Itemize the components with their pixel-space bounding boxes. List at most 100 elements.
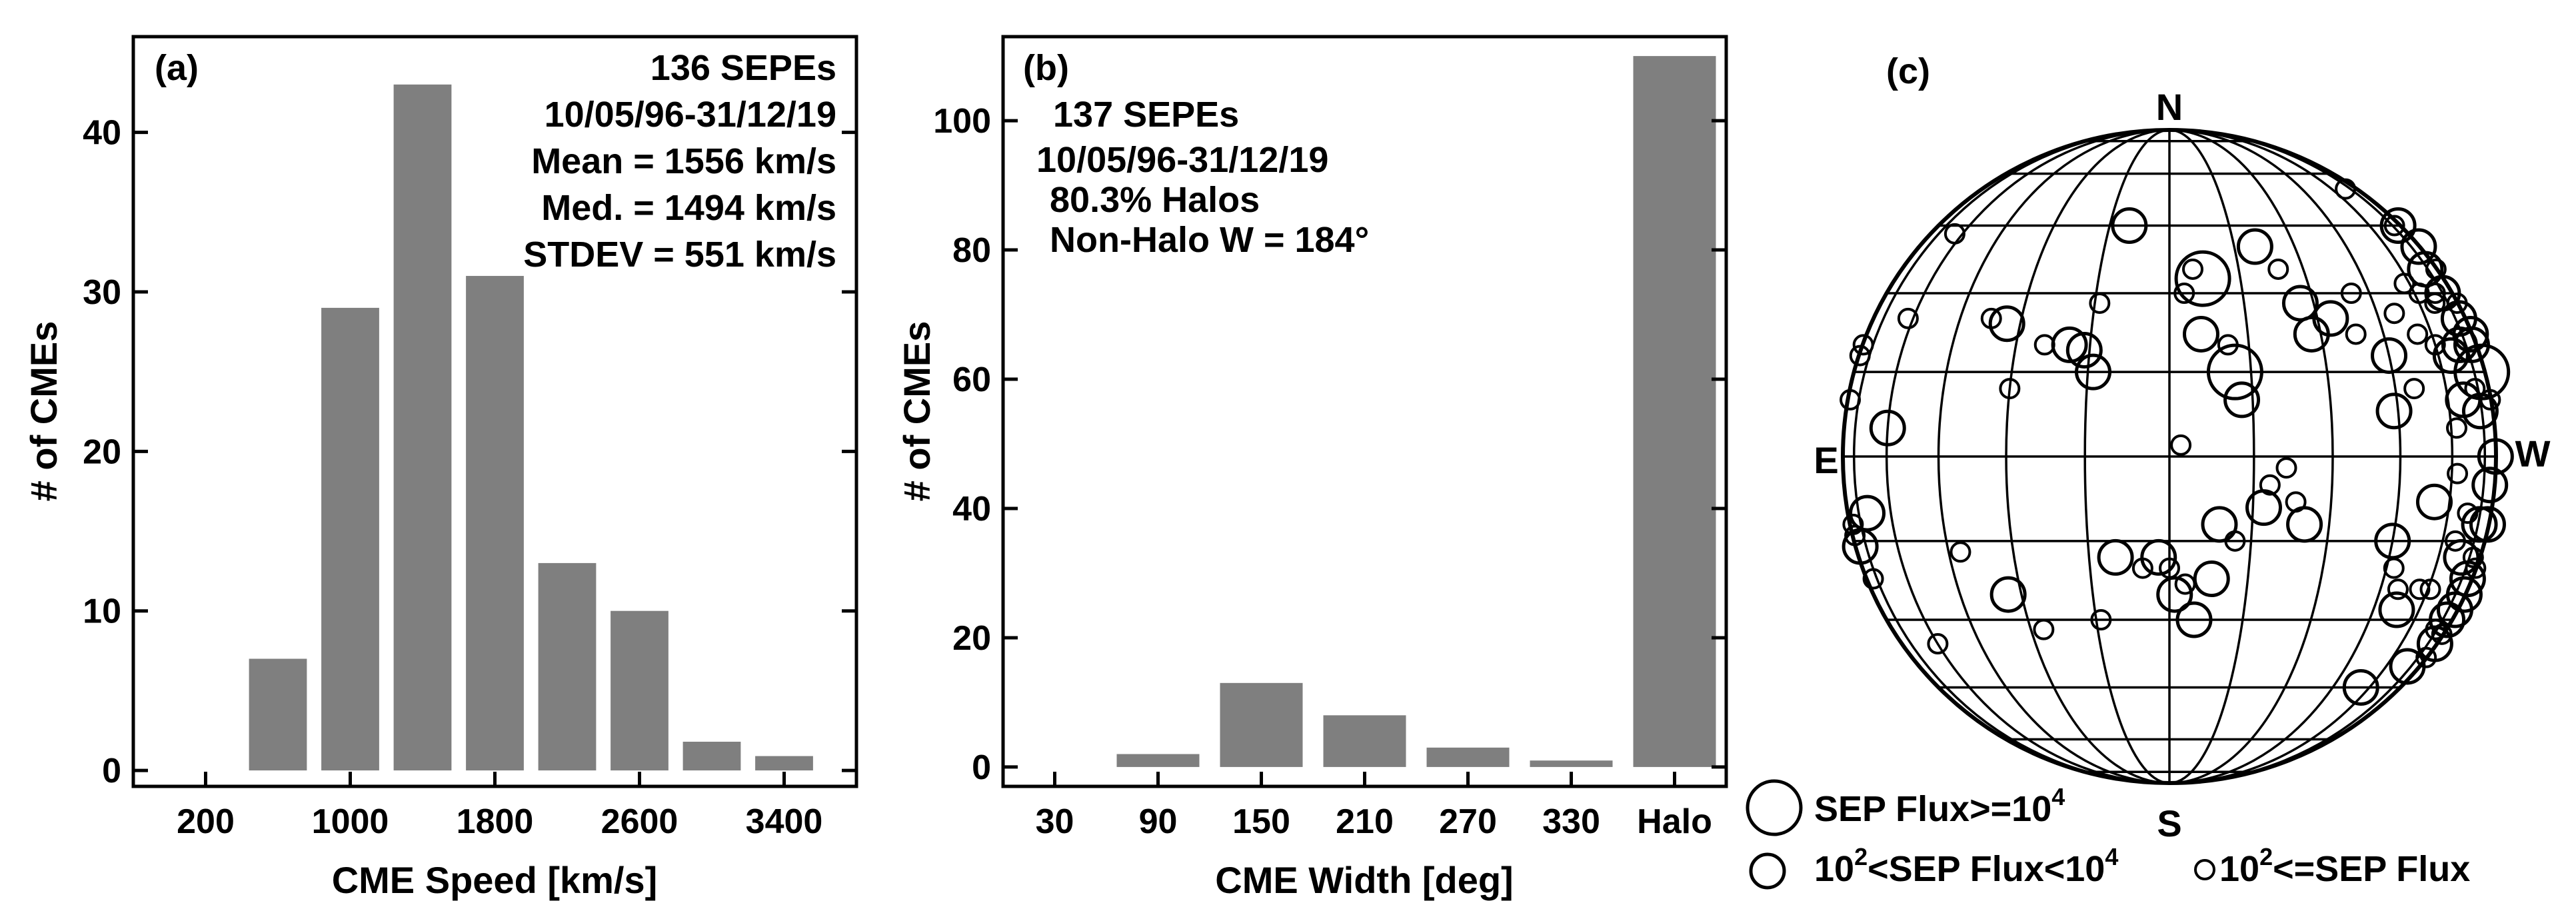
sep-event-marker (2375, 393, 2413, 430)
sep-event-marker (2378, 591, 2415, 628)
sep-event-marker (2173, 283, 2195, 304)
sep-event-marker (2371, 337, 2408, 375)
x-tick-label: 270 (1439, 802, 1497, 841)
panel-b-y-ticks: 0 20 40 60 80 100 (933, 102, 1726, 787)
sep-event-marker (2461, 506, 2498, 543)
x-tick-label: 3400 (746, 802, 823, 841)
panel-a-y-ticks: 0 10 20 30 40 (83, 114, 856, 790)
width-bar (1323, 715, 1406, 767)
legend-medium-mid: <SEP Flux<10 (1868, 849, 2105, 889)
sep-event-marker (2312, 300, 2349, 337)
sep-event-marker (2424, 292, 2446, 314)
sep-event-marker (2383, 215, 2405, 237)
sep-event-marker (2415, 483, 2453, 520)
sep-event-marker (2464, 378, 2486, 400)
sep-event-marker (2446, 292, 2468, 314)
sep-event-marker (1927, 633, 1949, 655)
sep-event-marker (2090, 609, 2112, 630)
sep-event-marker (2465, 557, 2487, 579)
panel-a-annotation-count: 136 SEPEs (650, 48, 836, 88)
sep-event-marker (1949, 541, 1971, 563)
sep-event-marker (2224, 530, 2246, 552)
sep-event-marker (2441, 326, 2478, 363)
width-bar (1116, 754, 1200, 767)
speed-bar (249, 658, 307, 771)
sep-event-marker (2345, 323, 2367, 345)
x-tick-label: 210 (1336, 802, 1394, 841)
y-tick-label: 40 (83, 114, 121, 153)
width-bar (1220, 682, 1303, 767)
sep-event-marker (2236, 228, 2273, 265)
y-tick-label: 80 (952, 231, 991, 270)
x-tick-label: 90 (1139, 802, 1178, 841)
panel-a-annotation-stdev: STDEV = 551 km/s (523, 235, 836, 275)
sep-event-marker (2445, 417, 2467, 439)
sep-event-marker (2431, 623, 2453, 645)
sep-event-marker (2182, 315, 2219, 353)
speed-bar (682, 741, 741, 771)
x-tick-label: 30 (1036, 802, 1074, 841)
width-bar (1530, 760, 1613, 767)
size-legend: SEP Flux>=104 102<SEP Flux<104 102<=SEP … (1746, 779, 2470, 890)
sep-event-marker (2383, 303, 2405, 325)
sep-event-marker (2201, 506, 2238, 543)
sep-event-marker (2403, 378, 2425, 400)
sep-event-marker (2174, 573, 2196, 595)
sep-event-marker (2445, 576, 2483, 613)
sep-event-marker (2400, 228, 2437, 265)
sep-event-marker (1844, 524, 1866, 546)
y-tick-label: 40 (952, 490, 991, 528)
sep-event-marker (2379, 207, 2417, 245)
sep-event-markers (1840, 178, 2514, 706)
x-tick-label: 2600 (601, 802, 678, 841)
sep-event-marker (2407, 323, 2429, 345)
panel-b-annotation-nonhalo-width: Non-Halo W = 184° (1050, 220, 1369, 260)
sep-event-marker (2181, 258, 2203, 280)
sep-event-marker (2111, 207, 2148, 245)
sep-event-marker (2425, 258, 2447, 280)
sep-event-marker (1862, 568, 1884, 590)
legend-medium-exp-1: 2 (1854, 843, 1868, 870)
x-tick-label: 1000 (312, 802, 389, 841)
panel-a-annotations: 136 SEPEs 10/05/96-31/12/19 Mean = 1556 … (523, 48, 836, 275)
speed-bar (755, 756, 813, 771)
direction-west: W (2515, 433, 2551, 474)
sep-event-marker (1849, 345, 1871, 367)
sep-event-marker (1852, 334, 1874, 356)
x-tick-label: Halo (1637, 802, 1712, 841)
x-tick-label: 1800 (457, 802, 534, 841)
speed-bar (466, 276, 524, 771)
panel-b-annotation-dates: 10/05/96-31/12/19 (1036, 140, 1328, 180)
sep-event-marker (2217, 334, 2239, 356)
legend-small-marker (2194, 859, 2215, 880)
sep-event-marker (2223, 381, 2261, 419)
y-tick-label: 10 (83, 592, 121, 631)
sep-event-marker (2447, 462, 2469, 484)
width-bar (1426, 747, 1510, 767)
panel-c-label: (c) (1886, 51, 1930, 91)
y-tick-label: 100 (933, 102, 991, 141)
legend-large-marker (1746, 779, 1803, 836)
sep-event-marker (2140, 538, 2177, 576)
direction-east: E (1814, 439, 1838, 481)
sep-event-marker (1842, 513, 1864, 535)
y-tick-label: 30 (83, 273, 121, 312)
sep-event-marker (1943, 223, 1965, 245)
sep-event-marker (2097, 538, 2134, 576)
sep-event-marker (2407, 251, 2444, 288)
sep-event-marker (2432, 337, 2469, 375)
panel-b-width-histogram: 0 20 40 60 80 100 30 90 150 210 270 330 Halo (b) 13… (896, 35, 1728, 901)
panel-a-x-axis-label: CME Speed [km/s] (332, 859, 658, 901)
panel-b-bars (1116, 56, 1716, 767)
y-tick-label: 20 (83, 433, 121, 471)
sep-event-marker (2089, 292, 2111, 314)
legend-medium-base-1: 10 (1814, 849, 1854, 889)
panel-c-solar-disk: (c) N S E W SEP Flux>=104 102<SEP Flux<1… (1746, 51, 2551, 890)
sep-event-marker (2444, 530, 2466, 552)
sep-event-marker (2335, 178, 2357, 200)
legend-medium-exp-2: 4 (2105, 843, 2118, 870)
sep-event-marker (2259, 474, 2281, 496)
sep-event-marker (2469, 506, 2506, 543)
sep-event-marker (2393, 273, 2415, 295)
sep-event-marker (2033, 618, 2055, 640)
